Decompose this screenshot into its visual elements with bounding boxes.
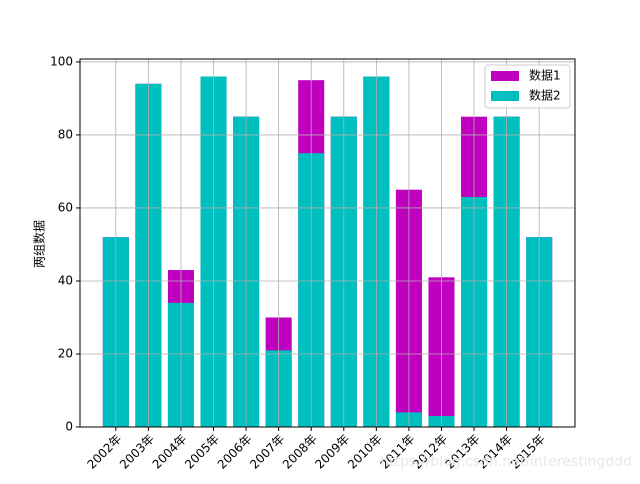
watermark: https://blog.csdn.net/interestingddd xyxy=(380,454,632,470)
y-tick-label: 60 xyxy=(58,200,73,214)
x-tick-label: 2005年 xyxy=(182,432,222,472)
x-tick-label: 2010年 xyxy=(345,432,385,472)
x-tick-label: 2003年 xyxy=(117,432,157,472)
x-tick-label: 2002年 xyxy=(84,432,124,472)
x-tick-label: 2008年 xyxy=(280,432,320,472)
y-axis-label: 两组数据 xyxy=(32,220,47,268)
y-tick-label: 80 xyxy=(58,127,73,141)
y-tick-label: 20 xyxy=(58,346,73,360)
x-tick-label: 2004年 xyxy=(150,432,190,472)
plot-frame xyxy=(79,58,576,428)
legend-label: 数据2 xyxy=(529,88,561,103)
x-tick-label: 2009年 xyxy=(312,432,352,472)
y-tick-label: 40 xyxy=(58,273,73,287)
legend-swatch xyxy=(491,71,519,81)
legend-swatch xyxy=(491,91,519,101)
y-tick-label: 100 xyxy=(50,54,73,68)
y-tick-label: 0 xyxy=(65,420,73,434)
x-tick-label: 2007年 xyxy=(247,432,287,472)
x-tick-label: 2006年 xyxy=(215,432,255,472)
legend-label: 数据1 xyxy=(529,68,561,83)
